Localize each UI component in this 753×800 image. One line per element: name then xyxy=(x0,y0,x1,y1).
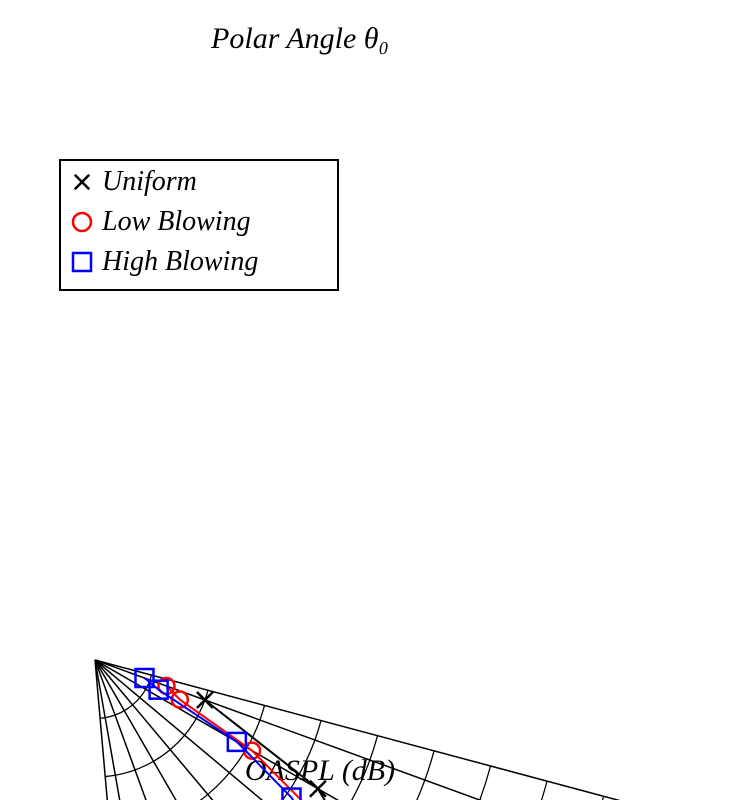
angular-axis-title: Polar Angle θ₀ xyxy=(210,22,389,55)
radial-axis-title: OASPL (dB) xyxy=(245,754,395,787)
series-uniform xyxy=(197,692,446,800)
legend-label: Uniform xyxy=(102,166,197,197)
legend: Uniform Low Blowing High Blowing xyxy=(60,160,338,290)
legend-label: Low Blowing xyxy=(101,206,251,237)
series-marker xyxy=(197,692,213,708)
legend-label: High Blowing xyxy=(101,246,258,277)
radial-grid-line xyxy=(95,660,197,800)
polar-chart: 110120130140150160170125130Polar Angle θ… xyxy=(0,0,753,800)
radial-grid-arc xyxy=(110,705,264,800)
